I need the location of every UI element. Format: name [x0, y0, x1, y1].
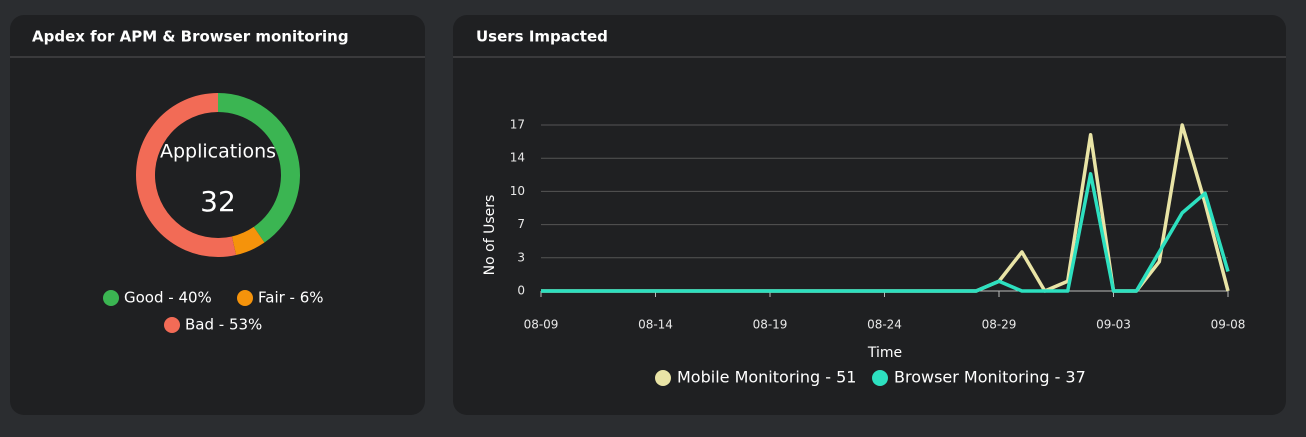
x-tick-label: 08-19 — [753, 318, 788, 332]
panel — [10, 15, 425, 415]
legend-swatch — [103, 290, 119, 306]
legend-swatch — [655, 370, 671, 386]
y-tick-label: 17 — [510, 118, 525, 132]
panel — [453, 15, 1286, 415]
y-tick-label: 0 — [517, 284, 525, 298]
series-line — [541, 172, 1230, 293]
legend-label: Good - 40% — [124, 289, 212, 307]
legend-label: Fair - 6% — [258, 289, 324, 307]
donut-slice — [135, 93, 237, 257]
x-tick-label: 08-29 — [982, 318, 1017, 332]
donut-slice — [218, 93, 300, 243]
panel-title: Users Impacted — [476, 28, 608, 46]
legend-label: Browser Monitoring - 37 — [894, 368, 1086, 387]
x-tick-label: 09-08 — [1211, 318, 1246, 332]
x-tick-label: 08-24 — [867, 318, 902, 332]
x-tick-label: 08-14 — [638, 318, 673, 332]
x-axis-label: Time — [867, 345, 902, 361]
legend-label: Mobile Monitoring - 51 — [677, 368, 856, 387]
y-tick-label: 10 — [510, 184, 525, 198]
legend-swatch — [872, 370, 888, 386]
panel-title: Apdex for APM & Browser monitoring — [32, 28, 349, 46]
center-value: 32 — [200, 185, 236, 218]
y-tick-label: 14 — [510, 151, 525, 165]
center-label: Applications — [160, 141, 276, 163]
donut-slice — [231, 226, 265, 255]
x-tick-label: 08-09 — [524, 318, 559, 332]
legend-swatch — [237, 290, 253, 306]
x-tick-label: 09-03 — [1096, 318, 1131, 332]
legend-label: Bad - 53% — [185, 316, 262, 334]
y-tick-label: 7 — [517, 217, 525, 231]
y-tick-label: 3 — [517, 250, 525, 264]
y-axis-label: No of Users — [482, 195, 498, 276]
legend-swatch — [164, 317, 180, 333]
